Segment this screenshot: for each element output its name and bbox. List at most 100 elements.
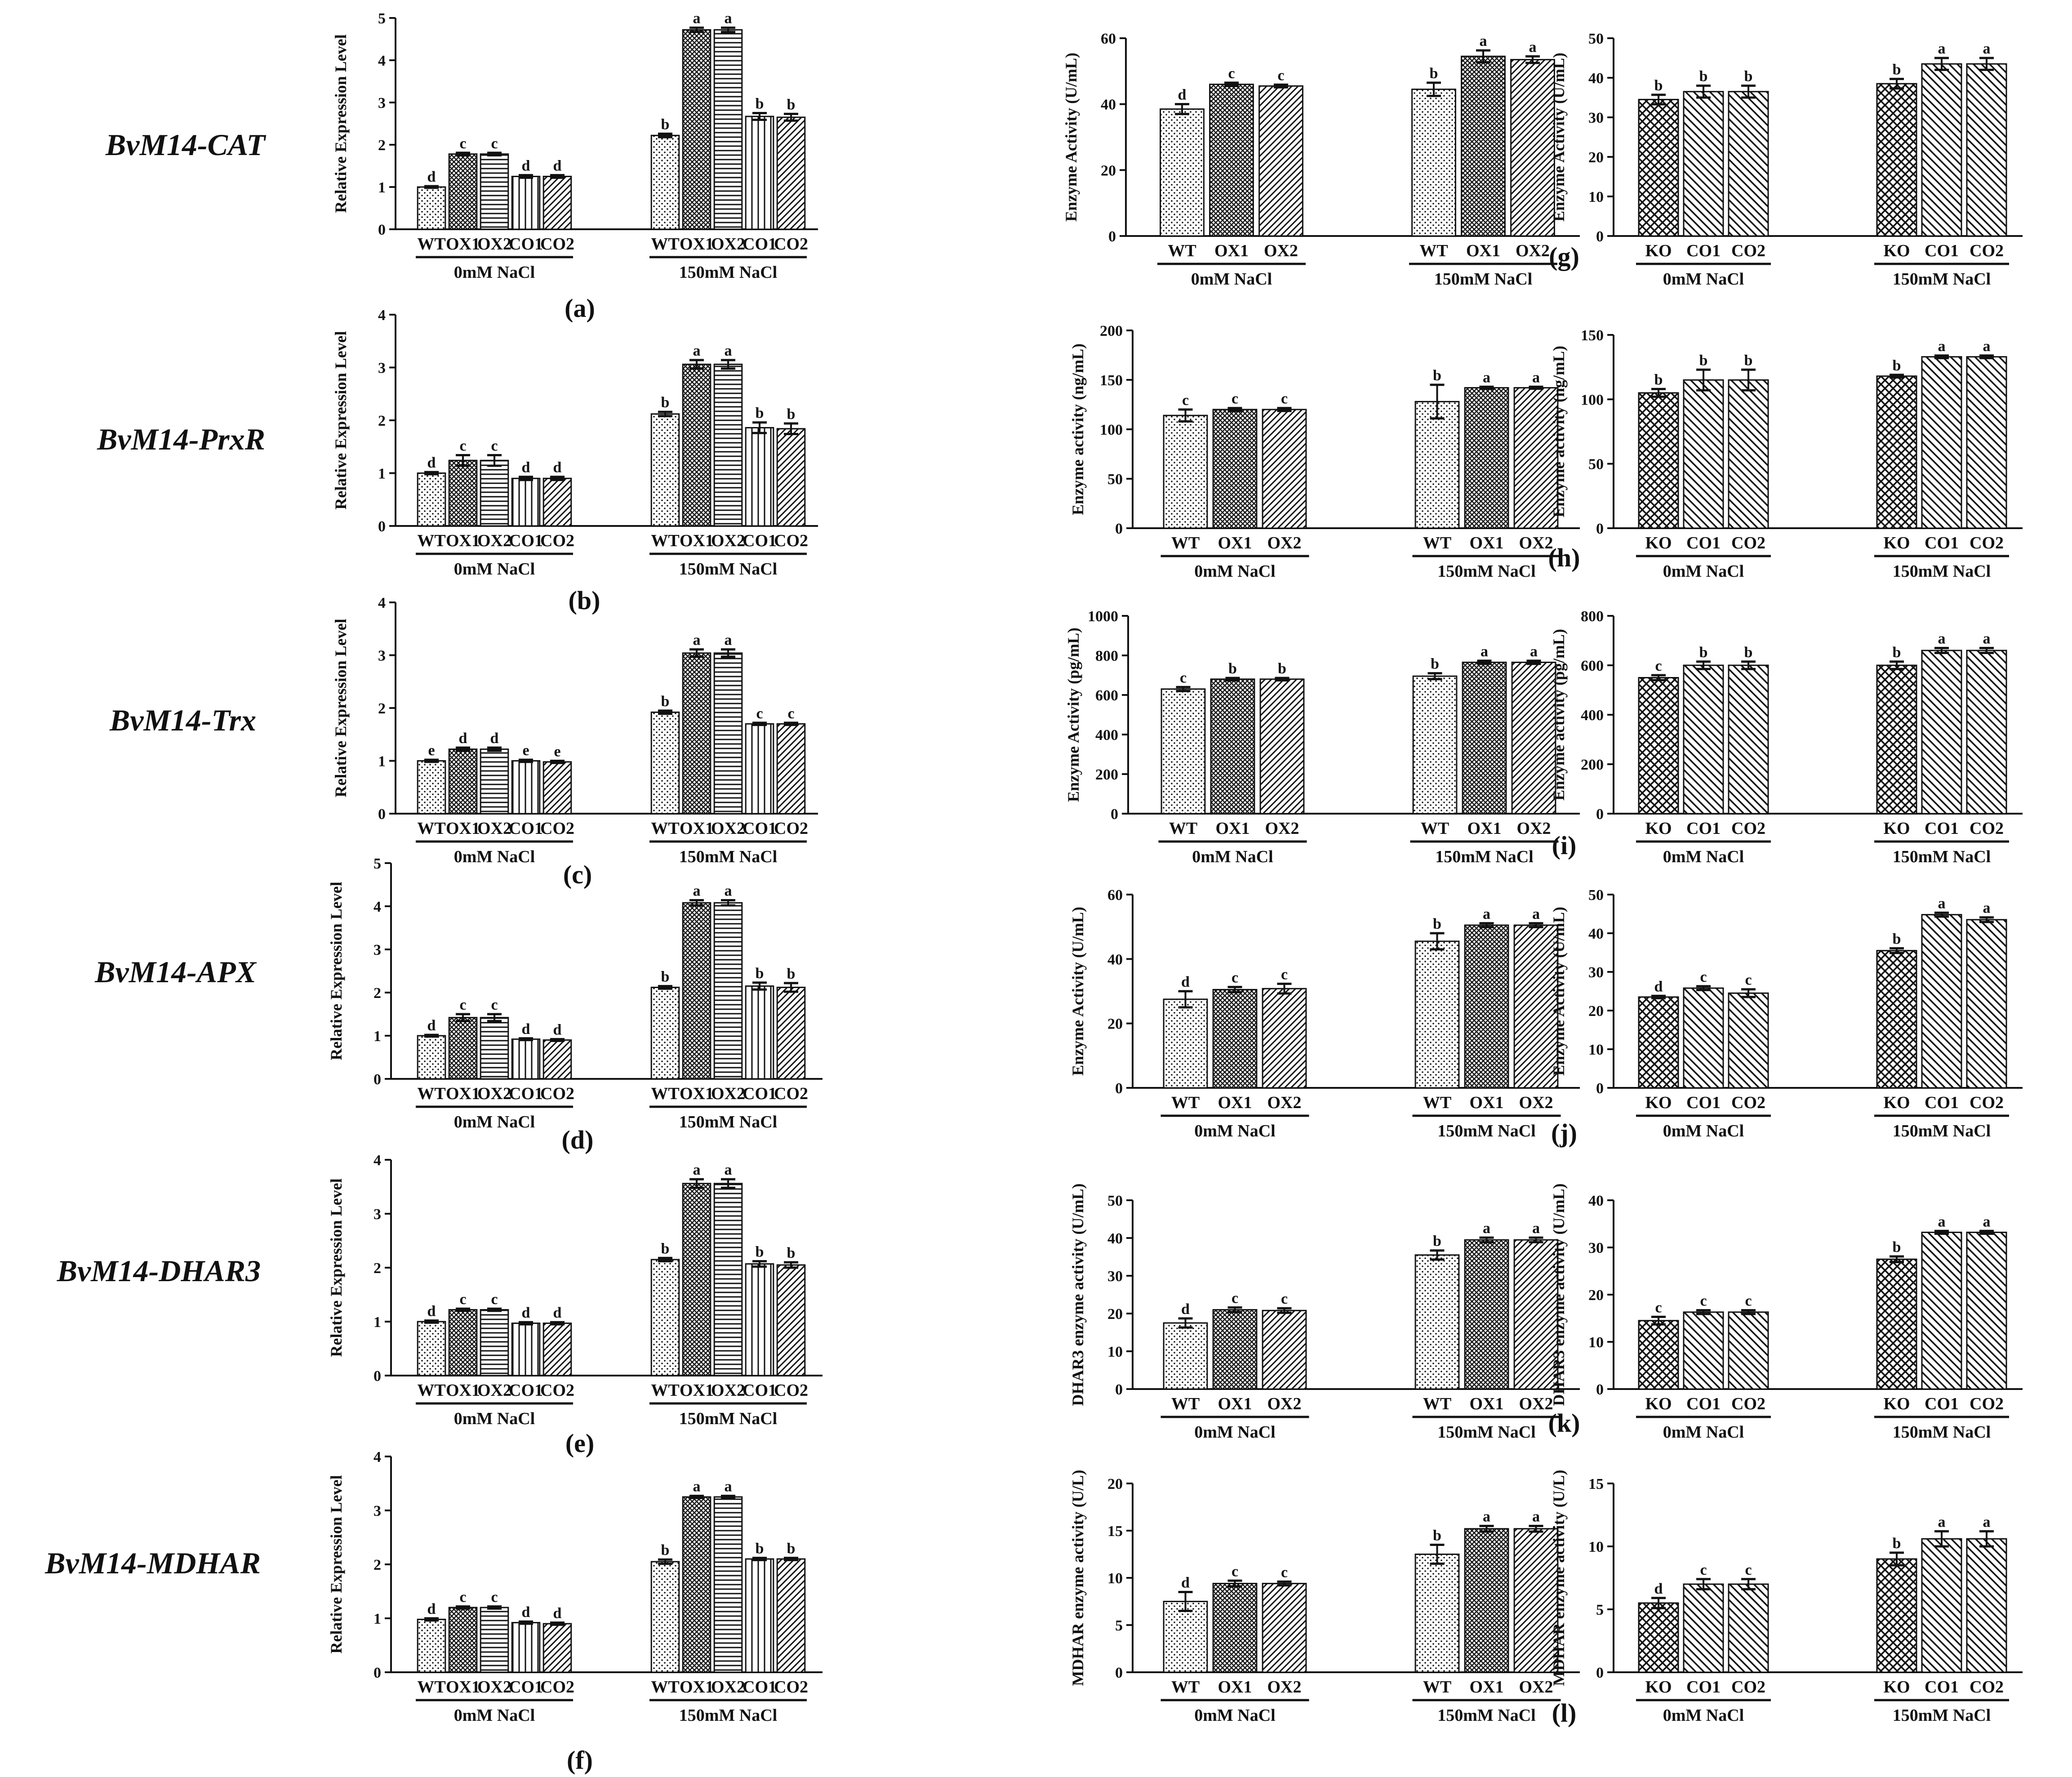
x-tick-label: CO1 xyxy=(509,1678,543,1697)
y-tick-label: 50 xyxy=(1588,887,1604,904)
group-label: 150mM NaCl xyxy=(1893,1706,1991,1725)
x-tick-label: CO2 xyxy=(774,235,808,254)
bar-co1 xyxy=(1683,987,1724,1089)
x-tick-label: CO2 xyxy=(1970,241,2004,260)
significance-letter: b xyxy=(756,1541,764,1557)
bar-ox2 xyxy=(1511,661,1556,815)
bar-ox1 xyxy=(682,363,711,527)
significance-letter: c xyxy=(1745,972,1752,989)
x-tick-label: OX1 xyxy=(1214,241,1249,260)
bar-co2 xyxy=(1728,379,1769,529)
significance-letter: d xyxy=(553,158,562,174)
x-tick-label: WT xyxy=(1171,1093,1200,1112)
y-tick-label: 150 xyxy=(1100,372,1123,389)
chart-e: 0 1 2 3 4 Relative Expression Level d WT c OX1 c OX… xyxy=(327,1152,823,1458)
bar-ox1 xyxy=(682,1496,711,1673)
y-axis-label: Relative Expression Level xyxy=(327,1178,345,1357)
bar-ox2 xyxy=(713,29,743,230)
group-label: 0mM NaCl xyxy=(1663,562,1744,581)
significance-letter: b xyxy=(1744,68,1753,85)
x-tick-label: KO xyxy=(1645,1394,1672,1413)
charts: 0 1 2 3 4 5 Relative Expression Level d WT c OX1 c O… xyxy=(327,10,2023,1775)
bar-ox2 xyxy=(1513,924,1559,1089)
y-axis-label: Enzyme activity (ng/mL) xyxy=(1550,346,1568,517)
y-tick-label: 5 xyxy=(1115,1617,1123,1634)
x-tick-label: OX1 xyxy=(1216,819,1250,838)
x-tick-label: CO1 xyxy=(509,235,543,254)
significance-letter: d xyxy=(522,158,530,174)
significance-letter: a xyxy=(1938,40,1946,57)
y-tick-label: 4 xyxy=(378,595,386,611)
y-tick-label: 2 xyxy=(373,1260,381,1277)
significance-letter: d xyxy=(490,730,499,747)
chart-j1: 0 20 40 60 Enzyme Activity (U/mL) d WT c OX1 c OX2… xyxy=(1069,887,1580,1140)
y-tick-label: 2 xyxy=(378,413,386,429)
x-tick-label: CO1 xyxy=(1686,1093,1721,1112)
bar-ko xyxy=(1638,1320,1679,1390)
bar-ox1 xyxy=(448,1309,478,1376)
significance-letter: d xyxy=(1654,1581,1663,1597)
significance-letter: b xyxy=(1893,644,1901,661)
significance-letter: a xyxy=(693,1479,701,1495)
x-tick-label: CO2 xyxy=(1731,241,1765,260)
significance-letter: b xyxy=(1228,660,1237,677)
x-tick-label: WT xyxy=(1169,819,1197,838)
significance-letter: c xyxy=(1745,1293,1752,1309)
group-label: 0mM NaCl xyxy=(1194,1706,1275,1725)
bar-ox1 xyxy=(448,1017,478,1080)
group-label: 0mM NaCl xyxy=(454,263,535,282)
x-tick-label: OX1 xyxy=(446,819,480,838)
x-tick-label: OX2 xyxy=(1516,241,1550,260)
x-tick-label: CO1 xyxy=(743,235,777,254)
significance-letter: c xyxy=(1281,1291,1288,1307)
bar-co1 xyxy=(1921,650,1962,815)
significance-letter: c xyxy=(1232,970,1238,986)
significance-letter: c xyxy=(787,705,794,722)
significance-letter: c xyxy=(1180,669,1187,686)
group-label: 0mM NaCl xyxy=(1194,562,1275,581)
x-tick-label: KO xyxy=(1883,819,1910,838)
x-tick-label: CO1 xyxy=(1925,1093,1959,1112)
y-tick-label: 1000 xyxy=(1088,608,1118,625)
significance-letter: b xyxy=(1699,68,1708,85)
y-tick-label: 1 xyxy=(373,1611,381,1627)
x-tick-label: OX1 xyxy=(446,531,480,550)
bar-wt xyxy=(1163,414,1208,529)
x-tick-label: CO2 xyxy=(540,1678,574,1697)
group-label: 0mM NaCl xyxy=(1191,270,1272,289)
significance-letter: b xyxy=(1430,65,1438,82)
y-tick-label: 30 xyxy=(1588,1240,1604,1256)
bar-wt xyxy=(1163,1322,1208,1390)
x-tick-label: OX2 xyxy=(1265,819,1299,838)
y-tick-label: 0 xyxy=(373,1368,381,1385)
significance-letter: d xyxy=(553,1605,562,1622)
x-tick-label: KO xyxy=(1883,534,1910,552)
bar-co1 xyxy=(511,760,541,815)
x-tick-label: OX2 xyxy=(477,1678,511,1697)
x-tick-label: OX1 xyxy=(680,819,714,838)
bar-ox2 xyxy=(1258,85,1303,237)
bar-wt xyxy=(650,134,680,230)
chart-c: 0 1 2 3 4 Relative Expression Level e WT d OX1 d OX… xyxy=(332,595,818,889)
significance-letter: d xyxy=(522,1305,530,1321)
significance-letter: c xyxy=(459,1291,466,1308)
bar-wt xyxy=(1163,998,1208,1089)
bar-wt xyxy=(650,1259,680,1376)
chart-g1: 0 20 40 60 Enzyme Activity (U/mL) d WT c OX1 c OX2… xyxy=(1062,31,1580,289)
bar-ox1 xyxy=(682,652,711,815)
bar-wt xyxy=(650,413,680,527)
bar-ko xyxy=(1876,950,1917,1089)
bar-co1 xyxy=(1683,664,1724,815)
bar-ko xyxy=(1876,1258,1917,1390)
bar-ox1 xyxy=(1212,409,1258,529)
significance-letter: c xyxy=(459,1589,466,1606)
y-tick-label: 20 xyxy=(1588,1003,1604,1020)
x-tick-label: OX1 xyxy=(1218,1394,1252,1413)
chart-h1: 0 50 100 150 200 Enzyme activity (ng/mL) c WT c O… xyxy=(1069,323,1580,581)
x-tick-label: WT xyxy=(1171,1394,1200,1413)
significance-letter: d xyxy=(427,1017,436,1034)
bar-ko xyxy=(1638,98,1679,237)
group-label: 0mM NaCl xyxy=(454,847,535,866)
bar-ox1 xyxy=(448,1607,478,1673)
significance-letter: c xyxy=(491,135,498,152)
